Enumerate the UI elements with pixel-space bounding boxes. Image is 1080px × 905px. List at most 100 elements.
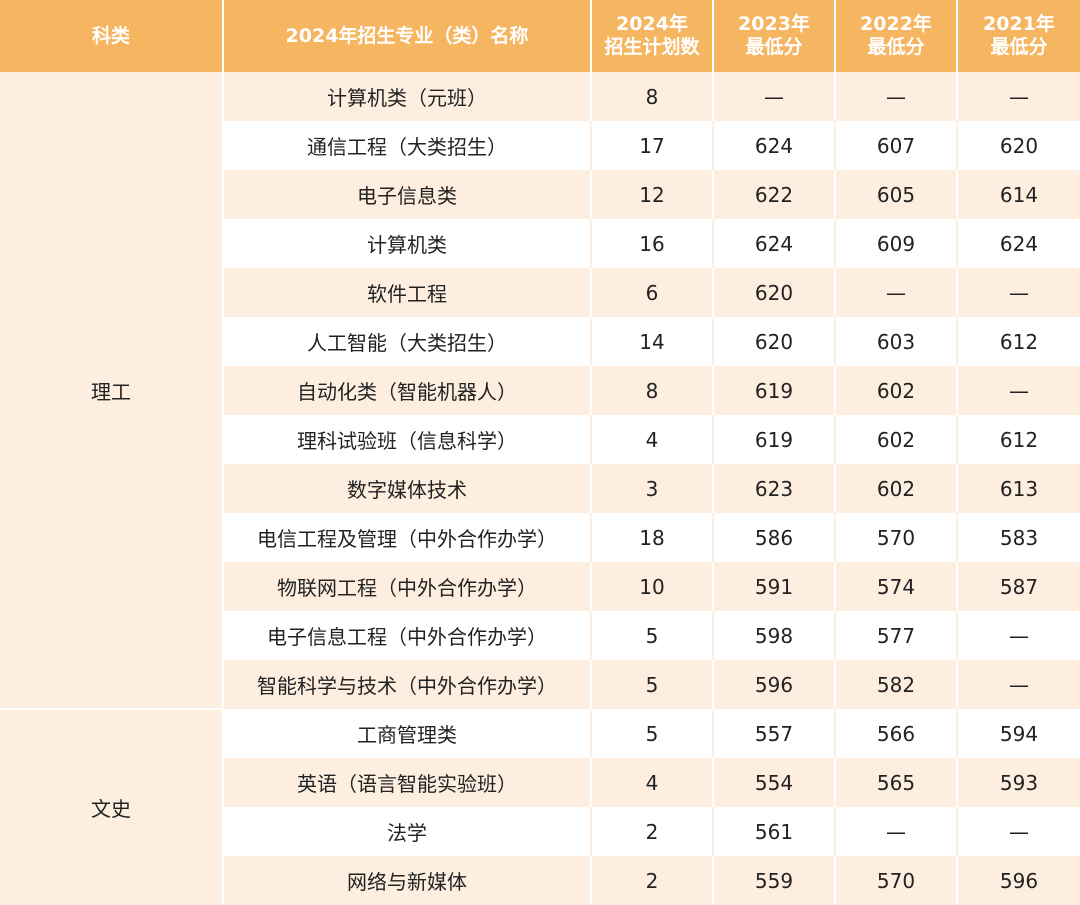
cell-2021: —: [1009, 672, 1029, 697]
cell-2021: —: [1009, 378, 1029, 403]
cell-2022: 582: [836, 660, 958, 709]
cell-2023: 554: [714, 758, 836, 807]
cell-2022: 609: [836, 219, 958, 268]
header-2023: 2023年 最低分: [714, 0, 836, 72]
cell-2022: —: [836, 807, 958, 856]
header-plan: 2024年 招生计划数: [592, 0, 714, 72]
cell-plan: 8: [592, 72, 714, 121]
cell-major: 智能科学与技术（中外合作办学）: [224, 660, 592, 709]
table-row: 数字媒体技术 3 623 602 613: [224, 464, 1080, 513]
cell-major: 数字媒体技术: [224, 464, 592, 513]
cell-major: 计算机类（元班）: [224, 72, 592, 121]
cell-plan: 8: [592, 366, 714, 415]
cell-2023: 619: [714, 366, 836, 415]
cell-plan: 4: [592, 758, 714, 807]
cell-2022: 605: [836, 170, 958, 219]
cell-2022: 570: [836, 856, 958, 905]
cell-2021: 612: [999, 427, 1039, 452]
cell-plan: 5: [592, 709, 714, 758]
cell-2021: 624: [999, 231, 1039, 256]
cell-2021: 620: [999, 133, 1039, 158]
cell-2021: —: [1009, 280, 1029, 305]
cell-plan: 17: [592, 121, 714, 170]
cell-2022: —: [836, 72, 958, 121]
cell-2021: —: [1009, 819, 1029, 844]
cell-major: 软件工程: [224, 268, 592, 317]
cell-2022: 602: [836, 464, 958, 513]
cell-major: 电子信息工程（中外合作办学）: [224, 611, 592, 660]
category-cell: 文史: [0, 709, 224, 905]
cell-major: 网络与新媒体: [224, 856, 592, 905]
cell-2023: 622: [714, 170, 836, 219]
table-row: 理科试验班（信息科学） 4 619 602 612: [224, 415, 1080, 464]
cell-plan: 5: [592, 660, 714, 709]
table-row: 人工智能（大类招生） 14 620 603 612: [224, 317, 1080, 366]
cell-2022: 602: [836, 366, 958, 415]
header-2022: 2022年 最低分: [836, 0, 958, 72]
cell-plan: 6: [592, 268, 714, 317]
cell-2022: 577: [836, 611, 958, 660]
cell-plan: 3: [592, 464, 714, 513]
cell-2021: —: [1009, 623, 1029, 648]
cell-major: 电子信息类: [224, 170, 592, 219]
cell-2022: 574: [836, 562, 958, 611]
cell-major: 法学: [224, 807, 592, 856]
cell-2023: 620: [714, 317, 836, 366]
header-2021: 2021年 最低分: [983, 13, 1055, 58]
header-major: 2024年招生专业（类）名称: [224, 0, 592, 72]
table-row: 法学 2 561— —: [224, 807, 1080, 856]
cell-plan: 10: [592, 562, 714, 611]
cell-major: 物联网工程（中外合作办学）: [224, 562, 592, 611]
category-cell: 理工: [0, 72, 224, 709]
cell-plan: 2: [592, 807, 714, 856]
cell-major: 工商管理类: [224, 709, 592, 758]
cell-2023: 557: [714, 709, 836, 758]
cell-2023: 561: [714, 807, 836, 856]
table-row: 电子信息工程（中外合作办学） 5 598 577 —: [224, 611, 1080, 660]
cell-major: 理科试验班（信息科学）: [224, 415, 592, 464]
cell-2022: 607: [836, 121, 958, 170]
cell-2022: 570: [836, 513, 958, 562]
table-header: 科类 2024年招生专业（类）名称 2024年 招生计划数 2023年 最低分 …: [0, 0, 1080, 72]
cell-2021: 587: [999, 574, 1039, 599]
cell-plan: 14: [592, 317, 714, 366]
cell-plan: 4: [592, 415, 714, 464]
cell-plan: 5: [592, 611, 714, 660]
header-category: 科类: [0, 0, 224, 72]
cell-major: 人工智能（大类招生）: [224, 317, 592, 366]
cell-2023: 598: [714, 611, 836, 660]
table-row: 工商管理类 5 557 566 594: [224, 709, 1080, 758]
cell-major: 英语（语言智能实验班）: [224, 758, 592, 807]
table-row: 软件工程 6 620— —: [224, 268, 1080, 317]
cell-2023: 559: [714, 856, 836, 905]
table-row: 通信工程（大类招生） 17 624 607 620: [224, 121, 1080, 170]
cell-2023: 620: [714, 268, 836, 317]
table-row: 电子信息类 12 622 605 614: [224, 170, 1080, 219]
cell-2021: 596: [999, 868, 1039, 893]
table-row: 智能科学与技术（中外合作办学） 5 596 582 —: [224, 660, 1080, 709]
cell-2021: 614: [999, 182, 1039, 207]
cell-2023: 591: [714, 562, 836, 611]
cell-major: 电信工程及管理（中外合作办学）: [224, 513, 592, 562]
table-row: 计算机类（元班） 8— — —: [224, 72, 1080, 121]
table-row: 自动化类（智能机器人） 8 619 602 —: [224, 366, 1080, 415]
table-row: 计算机类 16 624 609 624: [224, 219, 1080, 268]
cell-plan: 18: [592, 513, 714, 562]
cell-2023: 623: [714, 464, 836, 513]
cell-2023: 619: [714, 415, 836, 464]
cell-2022: 602: [836, 415, 958, 464]
category-divider: [0, 708, 224, 710]
cell-2023: —: [714, 72, 836, 121]
cell-2021: 594: [999, 721, 1039, 746]
cell-2021: —: [1009, 84, 1029, 109]
cell-plan: 12: [592, 170, 714, 219]
cell-2022: 566: [836, 709, 958, 758]
cell-2022: 603: [836, 317, 958, 366]
cell-major: 自动化类（智能机器人）: [224, 366, 592, 415]
cell-2023: 586: [714, 513, 836, 562]
table-row: 英语（语言智能实验班） 4 554 565 593: [224, 758, 1080, 807]
cell-2023: 624: [714, 121, 836, 170]
cell-2021: 593: [999, 770, 1039, 795]
cell-2022: 565: [836, 758, 958, 807]
table-row: 物联网工程（中外合作办学） 10 591 574 587: [224, 562, 1080, 611]
